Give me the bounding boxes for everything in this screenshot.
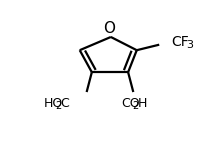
Text: H: H bbox=[138, 97, 147, 110]
Text: C: C bbox=[61, 97, 69, 110]
Text: 3: 3 bbox=[186, 40, 193, 50]
Text: 2: 2 bbox=[132, 101, 138, 111]
Text: CF: CF bbox=[171, 35, 189, 49]
Text: HO: HO bbox=[43, 97, 63, 110]
Text: O: O bbox=[103, 21, 115, 36]
Text: 2: 2 bbox=[56, 101, 62, 111]
Text: CO: CO bbox=[121, 97, 140, 110]
